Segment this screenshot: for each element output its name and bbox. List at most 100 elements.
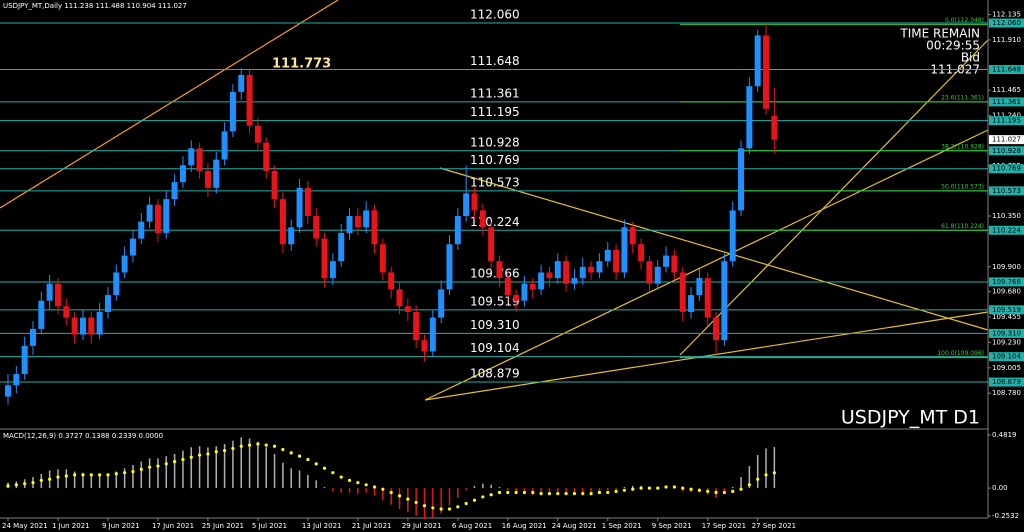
macd-signal-dot — [264, 443, 268, 447]
bid-price-label: 111.027 — [992, 136, 1021, 144]
level-label: 109.519 — [470, 294, 520, 308]
macd-bar — [82, 472, 84, 489]
y-tick-label: 111.240 — [992, 112, 1021, 120]
candle-body — [54, 283, 61, 307]
candle-body — [229, 91, 236, 132]
macd-signal-dot — [56, 475, 60, 479]
macd-signal-dot — [297, 454, 302, 458]
x-tick-label: 27 Sep 2021 — [752, 522, 796, 530]
candle-body — [304, 187, 311, 217]
macd-signal-dot — [73, 473, 77, 477]
macd-signal-dot — [123, 471, 127, 475]
level-price-box — [989, 164, 1024, 174]
macd-bar — [731, 486, 734, 489]
level-price-box — [989, 277, 1024, 287]
fib-label: 100.0(109.096) — [937, 350, 984, 357]
level-label: 109.310 — [470, 318, 520, 332]
macd-bar — [382, 488, 384, 501]
level-price-box — [989, 65, 1024, 75]
candle-body — [454, 216, 461, 245]
candle-body — [388, 272, 395, 290]
macd-bar — [165, 456, 168, 489]
macd-y-tick-label: 0.4819 — [992, 431, 1017, 439]
candle-body — [654, 266, 661, 284]
y-tick-label: 111.910 — [992, 36, 1021, 44]
macd-signal-dot — [239, 444, 243, 448]
level-label: 109.104 — [470, 341, 520, 355]
candle-body — [71, 317, 78, 335]
macd-signal-dot — [514, 490, 518, 495]
x-tick-label: 21 Jul 2021 — [352, 522, 392, 530]
candle-body — [621, 227, 628, 273]
candle-body — [296, 187, 303, 228]
macd-signal-dot — [306, 457, 310, 462]
macd-bar — [582, 488, 584, 493]
candle-body — [196, 148, 203, 171]
macd-bar — [632, 485, 634, 489]
macd-signal-dot — [589, 492, 593, 496]
candle-body — [696, 278, 703, 296]
x-tick-label: 5 Jul 2021 — [252, 522, 287, 530]
candle-body — [629, 227, 636, 245]
macd-bar — [298, 470, 301, 489]
macd-bar — [373, 488, 376, 496]
x-tick-label: 17 Sep 2021 — [702, 522, 746, 530]
macd-signal-dot — [339, 475, 343, 479]
candle-body — [104, 295, 111, 312]
macd-bar — [348, 488, 351, 493]
candle-body — [729, 210, 736, 262]
macd-bar — [157, 458, 159, 489]
level-price-label: 110.769 — [992, 165, 1021, 173]
level-price-label: 109.104 — [992, 353, 1021, 361]
macd-bar — [98, 474, 101, 489]
macd-bar — [340, 488, 342, 493]
macd-y-tick-label: -0.2532 — [992, 512, 1019, 520]
macd-signal-dot — [431, 506, 435, 510]
candle-body — [613, 249, 620, 273]
macd-signal-dot — [681, 486, 685, 490]
macd-signal-dot — [272, 444, 277, 448]
candle-body — [604, 249, 611, 262]
macd-bar — [523, 488, 526, 494]
candle-body — [679, 272, 686, 312]
candle-body — [221, 131, 228, 160]
level-price-label: 112.060 — [992, 19, 1021, 27]
macd-signal-dot — [697, 488, 701, 492]
macd-bar — [332, 488, 334, 492]
macd-bar — [107, 473, 109, 489]
macd-bar — [490, 484, 492, 489]
candle-body — [96, 311, 103, 335]
macd-bar — [90, 474, 93, 489]
y-tick-label: 112.135 — [992, 11, 1021, 19]
macd-signal-dot — [547, 492, 552, 496]
macd-signal-dot — [772, 471, 776, 475]
candle-body — [138, 221, 145, 239]
macd-signal-dot — [606, 490, 610, 495]
macd-bar — [756, 455, 759, 489]
macd-bar — [290, 468, 292, 489]
candle-body — [479, 210, 486, 228]
macd-bar — [482, 483, 484, 489]
candle-body — [671, 255, 678, 273]
level-price-box — [989, 97, 1024, 107]
candle-body — [46, 283, 53, 301]
macd-bar — [207, 447, 209, 489]
candle-body — [771, 115, 778, 140]
macd-signal-dot — [214, 450, 218, 454]
macd-signal-dot — [231, 446, 235, 451]
macd-bar — [123, 468, 126, 489]
macd-signal-dot — [356, 480, 360, 485]
candle-body — [188, 148, 195, 166]
candle-body — [563, 261, 570, 284]
macd-signal-dot — [614, 489, 618, 494]
candle-body — [646, 261, 653, 284]
macd-signal-dot — [372, 485, 377, 489]
y-tick-label: 109.900 — [992, 263, 1021, 271]
candle-body — [154, 204, 161, 233]
macd-signal-dot — [14, 483, 18, 487]
candle-body — [113, 272, 120, 296]
macd-bar — [423, 488, 426, 519]
macd-signal-dot — [706, 489, 710, 494]
candle-body — [746, 86, 753, 149]
